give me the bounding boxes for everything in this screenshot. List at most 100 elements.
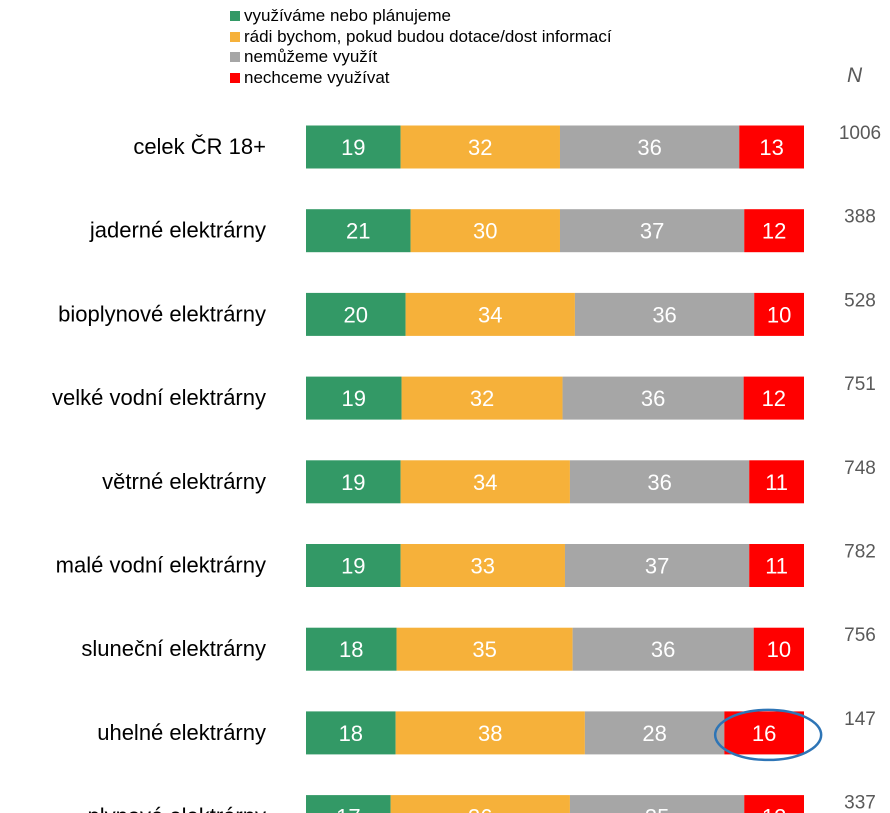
bar-segment xyxy=(306,292,406,336)
data-label: 37 xyxy=(640,219,664,244)
bar-segment xyxy=(562,376,744,420)
n-value: 528 xyxy=(844,290,876,311)
data-label: 17 xyxy=(336,805,360,813)
bar-segment xyxy=(395,711,585,755)
data-label: 19 xyxy=(341,554,365,579)
data-label: 38 xyxy=(478,721,502,746)
legend-item: rádi bychom, pokud budou dotace/dost inf… xyxy=(230,27,612,48)
data-label: 35 xyxy=(472,637,496,662)
category-label: bioplynové elektrárny xyxy=(58,301,266,326)
bar-segment xyxy=(584,711,725,755)
data-label: 36 xyxy=(652,302,676,327)
bar-segment xyxy=(724,711,804,755)
n-value: 782 xyxy=(844,542,876,563)
bar-segment xyxy=(306,376,402,420)
data-label: 36 xyxy=(647,470,671,495)
bar-segment xyxy=(743,376,804,420)
bar-segment xyxy=(749,460,804,504)
data-label: 16 xyxy=(752,721,776,746)
category-label: jaderné elektrárny xyxy=(89,218,266,243)
data-label: 13 xyxy=(759,135,783,160)
bar-segment xyxy=(306,711,396,755)
data-label: 19 xyxy=(341,470,365,495)
category-label: plynové elektrárny xyxy=(87,804,266,813)
data-label: 19 xyxy=(341,135,365,160)
n-value: 751 xyxy=(844,374,876,395)
n-value: 147 xyxy=(844,709,876,730)
legend-item: využíváme nebo plánujeme xyxy=(230,6,612,27)
data-label: 11 xyxy=(765,554,788,579)
bar-segment xyxy=(396,627,573,671)
n-value: 756 xyxy=(844,625,876,646)
bar-segment xyxy=(754,292,804,336)
data-label: 28 xyxy=(642,721,666,746)
bar-segment xyxy=(744,209,804,253)
data-label: 11 xyxy=(765,470,788,495)
n-value: 337 xyxy=(844,793,876,813)
data-label: 10 xyxy=(767,637,791,662)
data-label: 21 xyxy=(346,219,370,244)
bar-segment xyxy=(744,795,804,813)
data-label: 10 xyxy=(767,302,791,327)
legend-swatch xyxy=(230,72,240,83)
data-label: 20 xyxy=(344,302,368,327)
bar-segment xyxy=(739,125,804,169)
bar-segment xyxy=(400,460,570,504)
bar-segment xyxy=(749,544,804,587)
legend-swatch xyxy=(230,11,240,22)
bar-segment xyxy=(390,795,570,813)
bar-segment xyxy=(306,209,411,253)
chart-legend: využíváme nebo plánujeme rádi bychom, pok… xyxy=(230,6,612,88)
bar-segment xyxy=(574,292,755,336)
bar-segment xyxy=(400,125,560,169)
n-value: 1006 xyxy=(839,123,881,144)
bar-segment xyxy=(569,795,745,813)
bar-segment xyxy=(410,209,560,253)
data-label: 12 xyxy=(762,219,786,244)
legend-item: nechceme využívat xyxy=(230,68,612,89)
n-value: 748 xyxy=(844,458,876,479)
legend-label: využíváme nebo plánujeme xyxy=(244,6,451,25)
bar-segment xyxy=(401,376,563,420)
bar-segment xyxy=(306,460,401,504)
data-label: 34 xyxy=(478,302,502,327)
bar-segment xyxy=(405,292,575,336)
n-column-header: N xyxy=(847,64,863,87)
data-label: 18 xyxy=(339,637,363,662)
bar-segment xyxy=(559,125,740,169)
data-label: 34 xyxy=(473,470,497,495)
legend-label: nemůžeme využít xyxy=(244,47,378,66)
legend-swatch xyxy=(230,52,240,63)
data-label: 36 xyxy=(641,386,665,411)
bar-segment xyxy=(400,544,565,587)
legend-item: nemůžeme využít xyxy=(230,47,612,68)
highlight-ellipse xyxy=(713,708,823,762)
category-label: uhelné elektrárny xyxy=(97,720,266,745)
data-label: 36 xyxy=(651,637,675,662)
bar-segment xyxy=(306,627,397,671)
data-label: 12 xyxy=(762,805,786,813)
category-label: celek ČR 18+ xyxy=(133,134,266,159)
bar-segment xyxy=(564,544,750,587)
bar-segment xyxy=(572,627,754,671)
bar-segment xyxy=(569,460,750,504)
data-label: 36 xyxy=(637,135,661,160)
legend-label: rádi bychom, pokud budou dotace/dost inf… xyxy=(244,26,612,46)
bar-segment xyxy=(559,209,745,253)
data-label: 33 xyxy=(471,554,495,579)
bar-segment xyxy=(753,627,804,671)
data-label: 35 xyxy=(645,805,669,813)
category-label: větrné elektrárny xyxy=(102,469,266,494)
data-label: 19 xyxy=(342,386,366,411)
data-label: 30 xyxy=(473,219,497,244)
legend-label: nechceme využívat xyxy=(244,67,390,87)
data-label: 32 xyxy=(468,135,492,160)
data-label: 37 xyxy=(645,554,669,579)
data-label: 12 xyxy=(762,386,786,411)
bar-segment xyxy=(306,795,391,813)
n-value: 388 xyxy=(844,207,876,228)
data-label: 32 xyxy=(470,386,494,411)
category-label: velké vodní elektrárny xyxy=(52,385,266,410)
bar-segment xyxy=(306,125,401,169)
